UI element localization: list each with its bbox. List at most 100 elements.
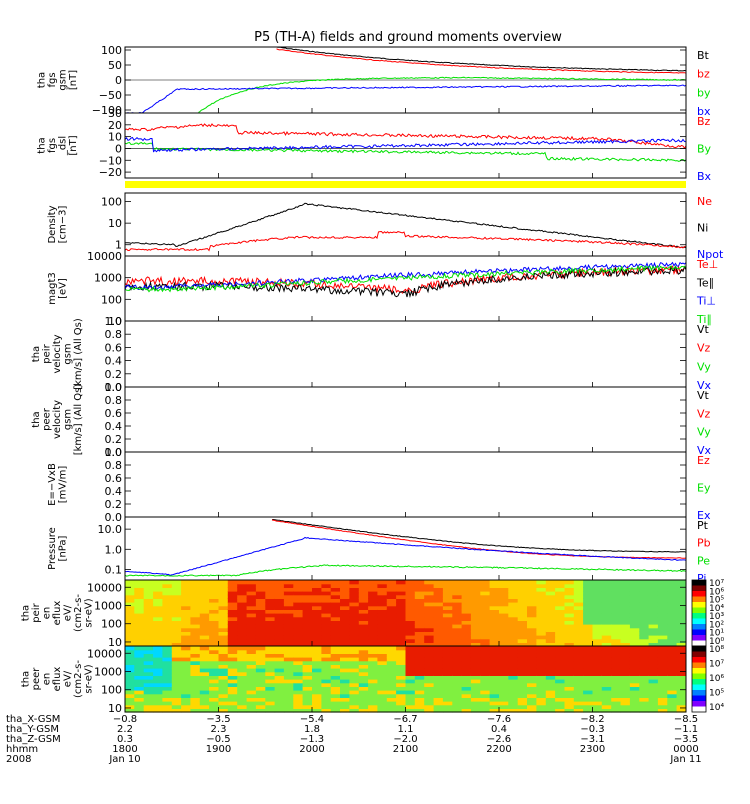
spectrogram-cell [414, 638, 425, 643]
spectrogram-cell [293, 616, 304, 621]
spectrogram-cell [470, 668, 481, 673]
legend-label-Ni: Ni [697, 222, 708, 235]
spectrogram-cell [639, 668, 650, 673]
spectrogram-cell [162, 697, 173, 702]
spectrogram-cell [545, 598, 556, 603]
spectrogram-cell [620, 690, 631, 695]
spectrogram-cell [545, 697, 556, 702]
spectrogram-cell [433, 671, 444, 676]
spectrogram-cell [611, 620, 622, 625]
spectrogram-cell [237, 686, 248, 691]
spectrogram-cell [386, 631, 397, 636]
spectrogram-cell [125, 697, 135, 702]
colorbar-segment [692, 706, 706, 713]
spectrogram-cell [648, 627, 659, 632]
spectrogram-cell [592, 686, 603, 691]
spectrogram-cell [489, 660, 500, 665]
spectrogram-cell [199, 642, 210, 647]
spectrogram-cell [181, 660, 191, 665]
spectrogram-cell [265, 620, 276, 625]
spectrogram-cell [414, 708, 425, 713]
spectrogram-cell [377, 660, 388, 665]
spectrogram-cell [601, 708, 612, 713]
spectrogram-cell [218, 664, 229, 669]
spectrogram-cell [583, 708, 593, 713]
spectrogram-cell [358, 624, 369, 629]
spectrogram-cell [246, 668, 257, 673]
spectrogram-cell [499, 591, 509, 596]
spectrogram-cell [227, 708, 238, 713]
spectrogram-cell [667, 638, 678, 643]
spectrogram-cell [396, 638, 406, 643]
spectrogram-cell [545, 638, 556, 643]
spectrogram-cell [536, 587, 547, 592]
spectrogram-cell [564, 642, 575, 647]
spectrogram-cell [386, 660, 397, 665]
spectrogram-cell [227, 587, 238, 592]
spectrogram-cell [527, 657, 537, 662]
spectrogram-cell [321, 693, 332, 698]
spectrogram-cell [499, 627, 509, 632]
spectrogram-cell [611, 653, 622, 658]
spectrogram-cell [274, 602, 285, 607]
spectrogram-cell [583, 594, 593, 599]
spectrogram-cell [433, 580, 444, 585]
spectrogram-cell [377, 646, 388, 651]
spectrogram-cell [657, 653, 668, 658]
colorbar-label-4: 10³ [709, 612, 724, 622]
spectrogram-cell [312, 591, 322, 596]
spectrogram-cell [274, 690, 285, 695]
spectrogram-cell [508, 587, 519, 592]
spectrogram-cell [555, 631, 565, 636]
spectrogram-cell [545, 701, 556, 706]
spectrogram-cell [461, 609, 472, 614]
spectrogram-cell [508, 646, 519, 651]
spectrogram-cell [199, 649, 210, 654]
spectrogram-cell [199, 635, 210, 640]
spectrogram-cell [134, 635, 145, 640]
spectrogram-cell [162, 693, 173, 698]
spectrogram-cell [312, 653, 322, 658]
spectrogram-cell [555, 627, 565, 632]
spectrogram-cell [265, 686, 276, 691]
spectrogram-cell [639, 697, 650, 702]
spectrogram-cell [209, 697, 219, 702]
spectrogram-cell [340, 697, 350, 702]
spectrogram-cell [125, 664, 135, 669]
spectrogram-cell [629, 657, 640, 662]
spectrogram-cell [246, 605, 257, 610]
spectrogram-cell [480, 620, 491, 625]
spectrogram-cell [171, 635, 182, 640]
spectrogram-cell [227, 649, 238, 654]
spectrogram-cell [470, 686, 481, 691]
panel-frame [124, 192, 687, 257]
spectrogram-cell [330, 646, 341, 651]
x-axis-value: −8.2 [580, 714, 604, 725]
spectrogram-cell [611, 708, 622, 713]
spectrogram-cell [676, 580, 687, 585]
spectrogram-cell [536, 591, 547, 596]
spectrogram-cell [470, 660, 481, 665]
spectrogram-cell [620, 671, 631, 676]
colorbar-label-2: 10⁶ [709, 674, 724, 684]
spectrogram-cell [527, 602, 537, 607]
colorbar-segment [692, 684, 706, 691]
spectrogram-cell [667, 668, 678, 673]
spectrogram-cell [143, 609, 154, 614]
spectrogram-cell [461, 580, 472, 585]
spectrogram-cell [592, 583, 603, 588]
spectrogram-cell [611, 583, 622, 588]
spectrogram-cell [517, 605, 528, 610]
spectrogram-cell [592, 605, 603, 610]
colorbar-segment [692, 624, 706, 631]
spectrogram-cell [414, 653, 425, 658]
spectrogram-cell [265, 624, 276, 629]
spectrogram-cell [134, 587, 145, 592]
y-axis-label: magt3 [47, 272, 58, 305]
spectrogram-cell [153, 624, 163, 629]
spectrogram-cell [153, 697, 163, 702]
spectrogram-cell [648, 605, 659, 610]
spectrogram-cell [386, 653, 397, 658]
spectrogram-cell [639, 620, 650, 625]
spectrogram-cell [499, 701, 509, 706]
